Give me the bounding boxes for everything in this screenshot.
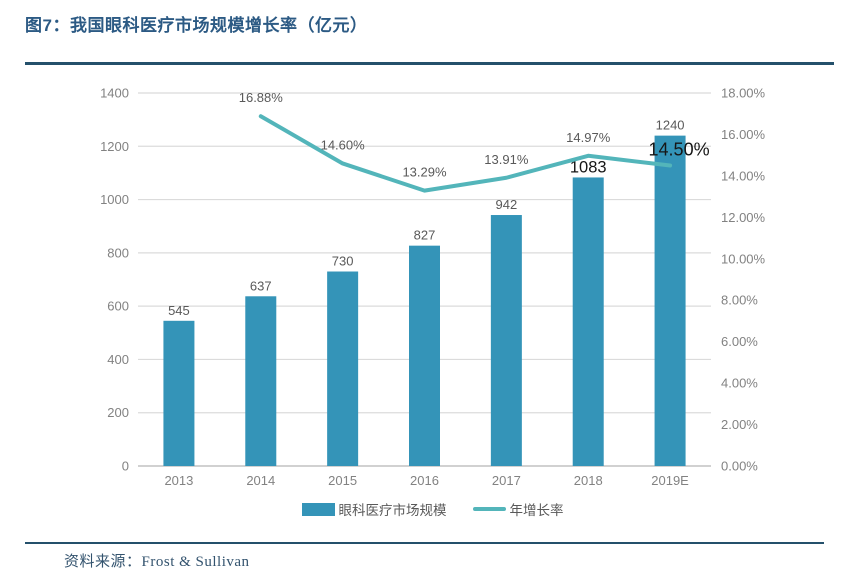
- bar-value-label: 730: [332, 254, 354, 269]
- left-axis-tick: 1000: [100, 192, 129, 207]
- source-value: Frost & Sullivan: [141, 554, 250, 570]
- left-axis-tick: 1400: [100, 86, 129, 101]
- right-axis-tick: 14.00%: [721, 168, 766, 183]
- legend-item-market-size: 眼科医疗市场规模: [301, 499, 447, 519]
- x-axis-tick: 2019E: [651, 473, 689, 488]
- source-prefix: 资料来源：: [64, 554, 142, 570]
- source-note: 资料来源：Frost & Sullivan: [64, 550, 250, 571]
- line-series-swatch-icon: [472, 507, 506, 511]
- x-axis-tick: 2014: [246, 473, 275, 488]
- bottom-divider: [25, 542, 824, 544]
- bar-2017: [490, 215, 522, 466]
- bar-2014: [245, 296, 277, 466]
- left-axis-tick: 600: [107, 299, 129, 314]
- line-value-label: 13.91%: [484, 152, 529, 167]
- legend-label-growth-rate: 年增长率: [509, 503, 564, 518]
- left-axis-tick: 800: [107, 245, 129, 260]
- x-axis-tick: 2013: [164, 473, 193, 488]
- right-axis-tick: 0.00%: [721, 459, 758, 474]
- x-axis-tick: 2016: [410, 473, 439, 488]
- right-axis-tick: 16.00%: [721, 127, 766, 142]
- bar-2019E: [654, 135, 686, 466]
- legend-label-market-size: 眼科医疗市场规模: [338, 503, 447, 518]
- left-axis-tick: 400: [107, 352, 129, 367]
- chart-plot-area: 0 200 400 600 800 1000 1200 1400 0.00% 2.00% 4.00%…: [100, 86, 766, 489]
- bar-value-label: 827: [414, 228, 436, 243]
- bar-value-label: 637: [250, 278, 272, 293]
- right-axis-tick: 8.00%: [721, 293, 758, 308]
- right-axis-tick: 6.00%: [721, 334, 758, 349]
- bar-2016: [409, 245, 440, 466]
- line-value-label: 14.50%: [649, 140, 710, 160]
- bar-value-label: 942: [496, 197, 518, 212]
- line-value-label: 16.88%: [239, 90, 284, 105]
- bar-2015: [327, 271, 359, 466]
- line-value-label: 13.29%: [402, 165, 447, 180]
- bar-value-label: 1240: [656, 118, 685, 133]
- right-axis-tick: 18.00%: [721, 86, 766, 101]
- left-axis-tick: 0: [122, 459, 129, 474]
- right-axis-tick: 4.00%: [721, 376, 758, 391]
- left-axis-tick: 1200: [100, 139, 129, 154]
- right-axis-tick: 12.00%: [721, 210, 766, 225]
- chart-legend: 眼科医疗市场规模 年增长率: [0, 499, 865, 519]
- x-axis-tick: 2017: [492, 473, 521, 488]
- x-axis-tick: 2018: [574, 473, 603, 488]
- growth-rate-line: [258, 114, 673, 193]
- left-axis-tick: 200: [107, 405, 129, 420]
- bar-series-swatch-icon: [301, 502, 335, 516]
- bar-value-label: 1083: [570, 158, 607, 176]
- right-axis-tick: 2.00%: [721, 417, 758, 432]
- line-value-label: 14.97%: [566, 130, 611, 145]
- bar-2018: [572, 177, 604, 466]
- x-axis-tick: 2015: [328, 473, 357, 488]
- line-value-label: 14.60%: [321, 137, 366, 152]
- right-axis-tick: 10.00%: [721, 251, 766, 266]
- legend-item-growth-rate: 年增长率: [472, 499, 564, 519]
- figure-title: 图7：我国眼科医疗市场规模增长率（亿元）: [25, 16, 368, 35]
- top-divider: [25, 62, 834, 65]
- bar-2013: [163, 320, 195, 466]
- bar-value-label: 545: [168, 303, 190, 318]
